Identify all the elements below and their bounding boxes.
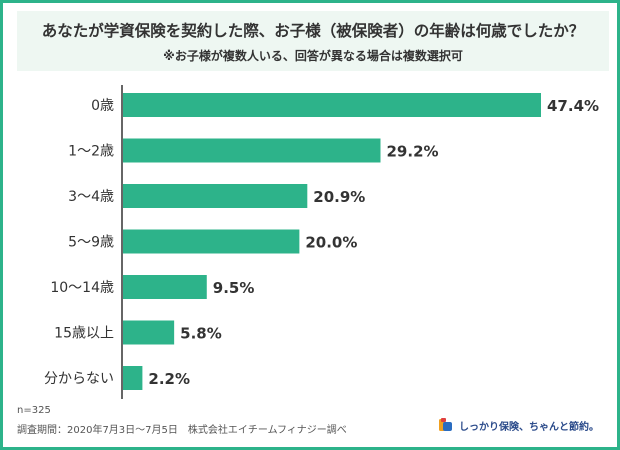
- value-label: 20.0%: [305, 234, 357, 252]
- value-label: 5.8%: [180, 325, 222, 343]
- brand-logo-icon: [439, 418, 452, 431]
- bar-chart: 0歳 47.4% 1〜2歳 29.2% 3〜4歳 20.9% 5〜9歳 20.0% 10〜14歳…: [44, 85, 599, 399]
- value-label: 47.4%: [547, 97, 599, 115]
- category-label: 1〜2歳: [68, 144, 114, 160]
- brand-footer: しっかり保険、ちゃんと節約。: [438, 417, 599, 433]
- bar: [123, 93, 541, 117]
- brand-text: しっかり保険、ちゃんと節約。: [459, 421, 599, 433]
- title-box: あなたが学資保険を契約した際、お子様（被保険者）の年齢は何歳でしたか？ ※お子様…: [17, 11, 609, 71]
- value-label: 29.2%: [387, 143, 439, 161]
- sample-size: n=325: [17, 405, 51, 416]
- category-label: 分からない: [44, 371, 114, 387]
- category-label: 15歳以上: [54, 326, 114, 342]
- value-label: 20.9%: [313, 188, 365, 206]
- category-label: 5〜9歳: [68, 235, 114, 251]
- category-label: 0歳: [91, 98, 114, 114]
- category-label: 10〜14歳: [50, 280, 114, 296]
- bar: [123, 320, 175, 345]
- chart-title: あなたが学資保険を契約した際、お子様（被保険者）の年齢は何歳でしたか？: [41, 22, 585, 40]
- bar: [123, 184, 308, 208]
- value-label: 9.5%: [213, 279, 255, 297]
- survey-source: 調査期間：2020年7月3日〜7月5日 株式会社エイチームフィナジー調べ: [17, 425, 347, 436]
- value-label: 2.2%: [148, 370, 190, 388]
- bar: [123, 275, 207, 299]
- bar: [123, 366, 143, 390]
- chart-subtitle: ※お子様が複数人いる、回答が異なる場合は複数選択可: [163, 49, 463, 63]
- category-label: 3〜4歳: [68, 189, 114, 205]
- bar: [123, 229, 300, 254]
- bar: [123, 138, 381, 163]
